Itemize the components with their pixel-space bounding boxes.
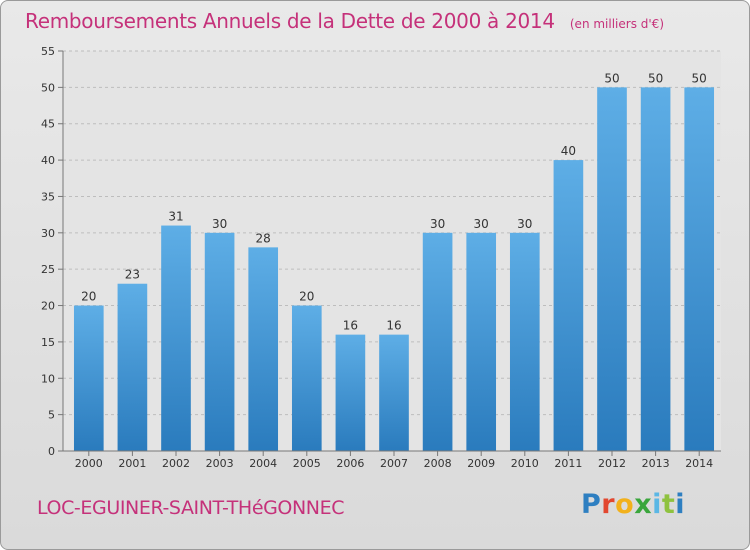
y-tick-label: 0 [48,445,55,458]
bar [509,232,540,451]
bar-value-label: 50 [648,71,663,85]
x-tick-label: 2000 [75,457,103,470]
bar-value-label: 30 [474,217,489,231]
y-tick-label: 35 [41,190,55,203]
chart-title: Remboursements Annuels de la Dette de 20… [25,9,555,33]
x-tick-label: 2003 [206,457,234,470]
x-tick-label: 2009 [467,457,495,470]
bar-value-label: 30 [212,217,227,231]
logo-letter: i [652,489,662,520]
bar [597,87,627,451]
chart-subtitle: (en milliers d'€) [569,17,664,31]
bar [640,87,671,451]
x-tick-label: 2002 [162,457,190,470]
x-tick-label: 2005 [293,457,321,470]
bar-value-label: 40 [561,144,576,158]
y-tick-label: 20 [41,300,55,313]
x-tick-label: 2013 [642,457,670,470]
bar [248,247,279,451]
logo-letter: o [615,489,635,520]
bar-value-label: 28 [256,231,271,245]
proxiti-logo: Proxiti [581,489,685,520]
bar [204,232,235,451]
bar-value-label: 16 [343,319,358,333]
bar [422,232,453,451]
x-tick-label: 2014 [685,457,713,470]
bar-value-label: 30 [430,217,445,231]
logo-letter: t [661,489,676,520]
bar-value-label: 20 [299,290,314,304]
bar-value-label: 31 [168,210,183,224]
y-tick-label: 5 [48,409,55,422]
x-tick-label: 2007 [380,457,408,470]
bar [161,225,191,451]
y-tick-label: 25 [41,263,55,276]
bar [684,87,715,451]
x-axis-ticks: 2000 2001 2002 2003 2004 2005 2006 2007 2008 2009… [75,451,713,470]
x-tick-label: 2012 [598,457,626,470]
bar-value-label: 50 [692,71,707,85]
y-tick-label: 50 [41,81,55,94]
bar [335,334,366,451]
bar-value-label: 16 [386,319,401,333]
y-axis-ticks: 0 5 10 15 20 25 30 35 40 45 50 55 [41,45,63,458]
title-line: Remboursements Annuels de la Dette de 20… [25,9,664,33]
bar-value-label: 50 [604,71,619,85]
x-tick-label: 2001 [118,457,146,470]
bar-value-label: 23 [125,268,140,282]
bars [73,87,715,451]
logo-letter: P [581,489,602,520]
logo-letter: r [601,489,616,520]
y-tick-label: 45 [41,118,55,131]
bar [73,305,104,451]
y-tick-label: 30 [41,227,55,240]
bar [291,305,322,451]
x-tick-label: 2010 [511,457,539,470]
y-tick-label: 10 [41,372,55,385]
bar [117,283,148,451]
bar-value-label: 30 [517,217,532,231]
x-tick-label: 2004 [249,457,277,470]
bar [466,232,497,451]
data-labels: 20 23 31 30 28 20 16 16 30 30 30 40 50 50 50 [81,71,707,332]
bar [553,160,584,451]
x-tick-label: 2011 [554,457,582,470]
logo-letter: x [634,489,653,520]
y-tick-label: 15 [41,336,55,349]
commune-name: LOC-EGUINER-SAINT-THéGONNEC [37,497,345,519]
x-tick-label: 2008 [424,457,452,470]
logo-letter: i [675,489,686,520]
y-tick-label: 55 [41,45,55,58]
bar-value-label: 20 [81,290,96,304]
x-tick-label: 2006 [336,457,364,470]
y-tick-label: 40 [41,154,55,167]
bar [379,334,409,451]
